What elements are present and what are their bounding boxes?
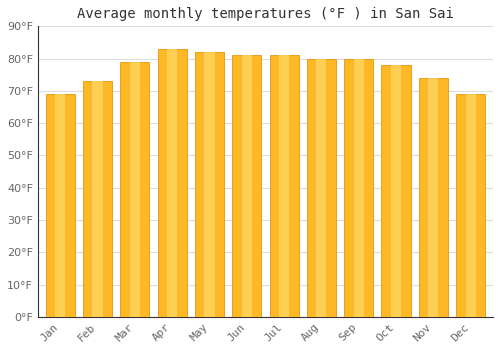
Bar: [354, 58, 364, 317]
Bar: [158, 49, 186, 317]
Bar: [279, 55, 289, 317]
Bar: [382, 65, 410, 317]
Bar: [456, 94, 485, 317]
Bar: [316, 58, 326, 317]
Bar: [242, 55, 252, 317]
Bar: [92, 81, 102, 317]
Bar: [344, 58, 374, 317]
Bar: [419, 78, 448, 317]
Bar: [466, 94, 476, 317]
Bar: [120, 62, 150, 317]
Bar: [204, 52, 214, 317]
Bar: [167, 49, 177, 317]
Bar: [195, 52, 224, 317]
Bar: [391, 65, 401, 317]
Bar: [428, 78, 438, 317]
Bar: [307, 58, 336, 317]
Bar: [55, 94, 66, 317]
Bar: [270, 55, 298, 317]
Title: Average monthly temperatures (°F ) in San Sai: Average monthly temperatures (°F ) in Sa…: [77, 7, 454, 21]
Bar: [130, 62, 140, 317]
Bar: [83, 81, 112, 317]
Bar: [46, 94, 74, 317]
Bar: [232, 55, 262, 317]
